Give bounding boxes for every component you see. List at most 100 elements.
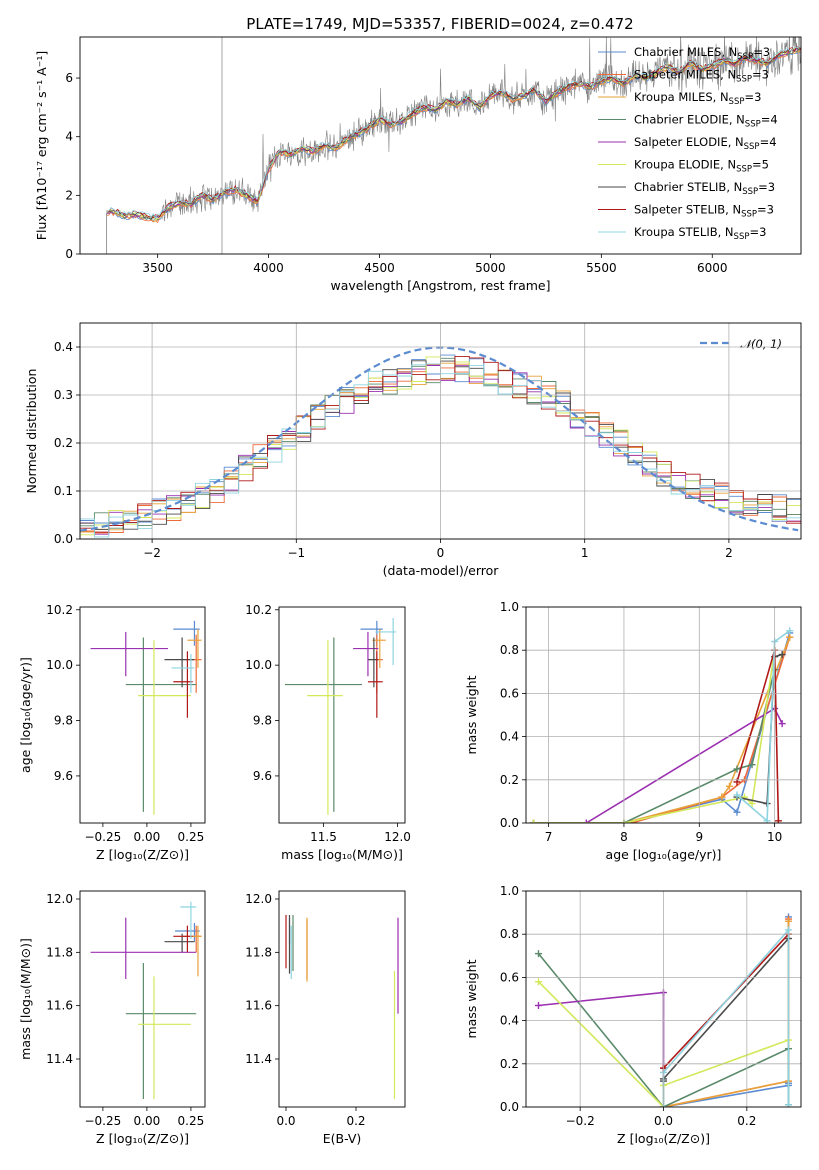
x-tick-label: 0.25 <box>178 1114 205 1128</box>
weight-marker <box>786 633 794 641</box>
legend-entry: Salpeter MILES, NSSP=3 <box>634 68 769 85</box>
x-tick-label: 0 <box>437 546 445 560</box>
weight-marker <box>718 793 726 801</box>
x-axis-label: wavelength [Angstrom, rest frame] <box>330 278 550 293</box>
x-tick-label: 1 <box>581 546 589 560</box>
y-tick-label: 9.6 <box>253 769 272 783</box>
errorbar-point <box>369 634 383 693</box>
weight-marker <box>582 819 590 823</box>
weight-line <box>736 649 780 821</box>
y-tick-label: 12.0 <box>46 892 73 906</box>
errorbar-point <box>173 925 193 953</box>
weight-marker <box>785 1101 792 1107</box>
axes-frame <box>79 606 206 824</box>
y-tick-label: 10.2 <box>46 603 73 617</box>
weight-marker <box>763 817 771 823</box>
weight-line <box>533 669 776 823</box>
weight-line <box>662 937 790 1082</box>
axes-frame <box>79 890 206 1108</box>
y-tick-label: 9.8 <box>253 714 272 728</box>
weight-marker <box>733 808 741 816</box>
y-tick-label: 0.8 <box>500 927 519 941</box>
errorbar-point <box>307 640 343 815</box>
axes-frame <box>525 890 802 1108</box>
errorbar-point <box>138 976 191 1099</box>
y-tick-label: 1.0 <box>500 884 519 898</box>
errorbar-point <box>353 631 379 677</box>
errorbar-point <box>173 620 200 646</box>
y-tick-label: 0.2 <box>500 773 519 787</box>
plot-area <box>530 627 794 823</box>
errorbar-point <box>164 637 195 688</box>
x-tick-label: 0.0 <box>276 1114 295 1128</box>
weight-marker <box>733 791 741 799</box>
x-axis-label: Z [log₁₀(Z/Z⊙)] <box>96 1131 189 1146</box>
errorbar-point <box>182 925 202 953</box>
y-tick-label: 0.0 <box>500 1100 519 1114</box>
weight-marker <box>535 978 542 986</box>
x-tick-label: 10 <box>767 830 782 844</box>
legend-entry: Chabrier STELIB, NSSP=3 <box>634 180 775 197</box>
x-axis-label: Z [log₁₀(Z/Z⊙)] <box>617 1131 710 1146</box>
y-tick-label: 0.8 <box>500 643 519 657</box>
weight-marker <box>774 817 782 823</box>
weight-marker <box>535 1001 542 1009</box>
x-axis-label: E(B-V) <box>323 1131 362 1146</box>
errorbar-point <box>125 637 197 812</box>
y-tick-label: 0.6 <box>500 686 519 700</box>
x-tick-label: −0.25 <box>84 1114 121 1128</box>
x-tick-label: −2 <box>143 546 161 560</box>
errorbar-point <box>187 629 202 668</box>
x-tick-label: 9 <box>695 830 703 844</box>
panel-age-vs-mass: 11.5 12.0 9.6 9.8 10.0 10.2 mass [log₁₀(M/M⊙)] <box>245 603 411 862</box>
plot-area <box>90 620 202 815</box>
plot-area <box>285 915 399 1099</box>
y-tick-label: 11.4 <box>46 1052 73 1066</box>
y-tick-label: 10.0 <box>245 658 272 672</box>
x-tick-label: 0.00 <box>134 830 161 844</box>
legend-entry: Chabrier MILES, NSSP=3 <box>634 45 770 62</box>
panel-spectrum: Chabrier MILES, NSSP=3 Salpeter MILES, NS… <box>34 36 802 293</box>
legend-entry: Kroupa ELODIE, NSSP=5 <box>634 158 769 175</box>
x-tick-label: 2 <box>725 546 733 560</box>
y-tick-label: 9.6 <box>54 769 73 783</box>
errorbar-point <box>90 631 169 677</box>
plot-area <box>106 37 801 254</box>
gaussian-curve <box>80 346 799 532</box>
y-axis-label: mass weight <box>464 675 479 754</box>
y-axis-label: Normed distribution <box>24 369 39 494</box>
y-axis-label: age [log₁₀(age/yr)] <box>18 657 33 773</box>
y-tick-label: 11.6 <box>46 999 73 1013</box>
weight-marker <box>785 926 792 934</box>
panel-residuals: 𝒩(0, 1) −2 −1 0 1 2 0.0 0.1 0.2 0.3 0.4 (data-model… <box>24 322 802 578</box>
model-spectrum-line <box>106 46 801 219</box>
y-tick-label: 1.0 <box>500 600 519 614</box>
x-tick-label: 6000 <box>697 261 728 275</box>
x-tick-label: −1 <box>287 546 305 560</box>
x-tick-label: 12.0 <box>384 830 411 844</box>
y-tick-label: 0.0 <box>500 816 519 830</box>
x-tick-label: −0.2 <box>566 1114 595 1128</box>
y-axis-label: mass [log₁₀(M/M⊙)] <box>18 938 33 1060</box>
x-tick-label: 7 <box>545 830 553 844</box>
x-tick-label: 4500 <box>364 261 395 275</box>
axes-frame <box>278 606 406 824</box>
weight-marker <box>748 800 756 808</box>
weight-marker <box>725 782 733 790</box>
weight-line <box>538 991 665 1107</box>
errorbar-point <box>90 917 197 979</box>
x-tick-label: 8 <box>620 830 628 844</box>
y-tick-label: 6 <box>65 71 73 85</box>
y-tick-label: 0.2 <box>54 436 73 450</box>
errorbar-point <box>367 651 383 718</box>
legend-entry: Salpeter STELIB, NSSP=3 <box>634 203 774 220</box>
y-tick-label: 0.3 <box>54 388 73 402</box>
chart-panels: Chabrier MILES, NSSP=3 Salpeter MILES, NS… <box>18 36 802 1146</box>
y-tick-label: 12.0 <box>245 892 272 906</box>
panel-weight-vs-Z: −0.2 0.0 0.2 0.0 0.2 0.4 0.6 0.8 1.0 Z [log₁₀(Z/Z… <box>464 884 802 1146</box>
axes-frame <box>278 890 406 1108</box>
errorbar-point <box>171 654 195 693</box>
x-tick-label: 0.0 <box>654 1114 673 1128</box>
x-axis-label: (data-model)/error <box>383 563 500 578</box>
y-tick-label: 0.1 <box>54 484 73 498</box>
